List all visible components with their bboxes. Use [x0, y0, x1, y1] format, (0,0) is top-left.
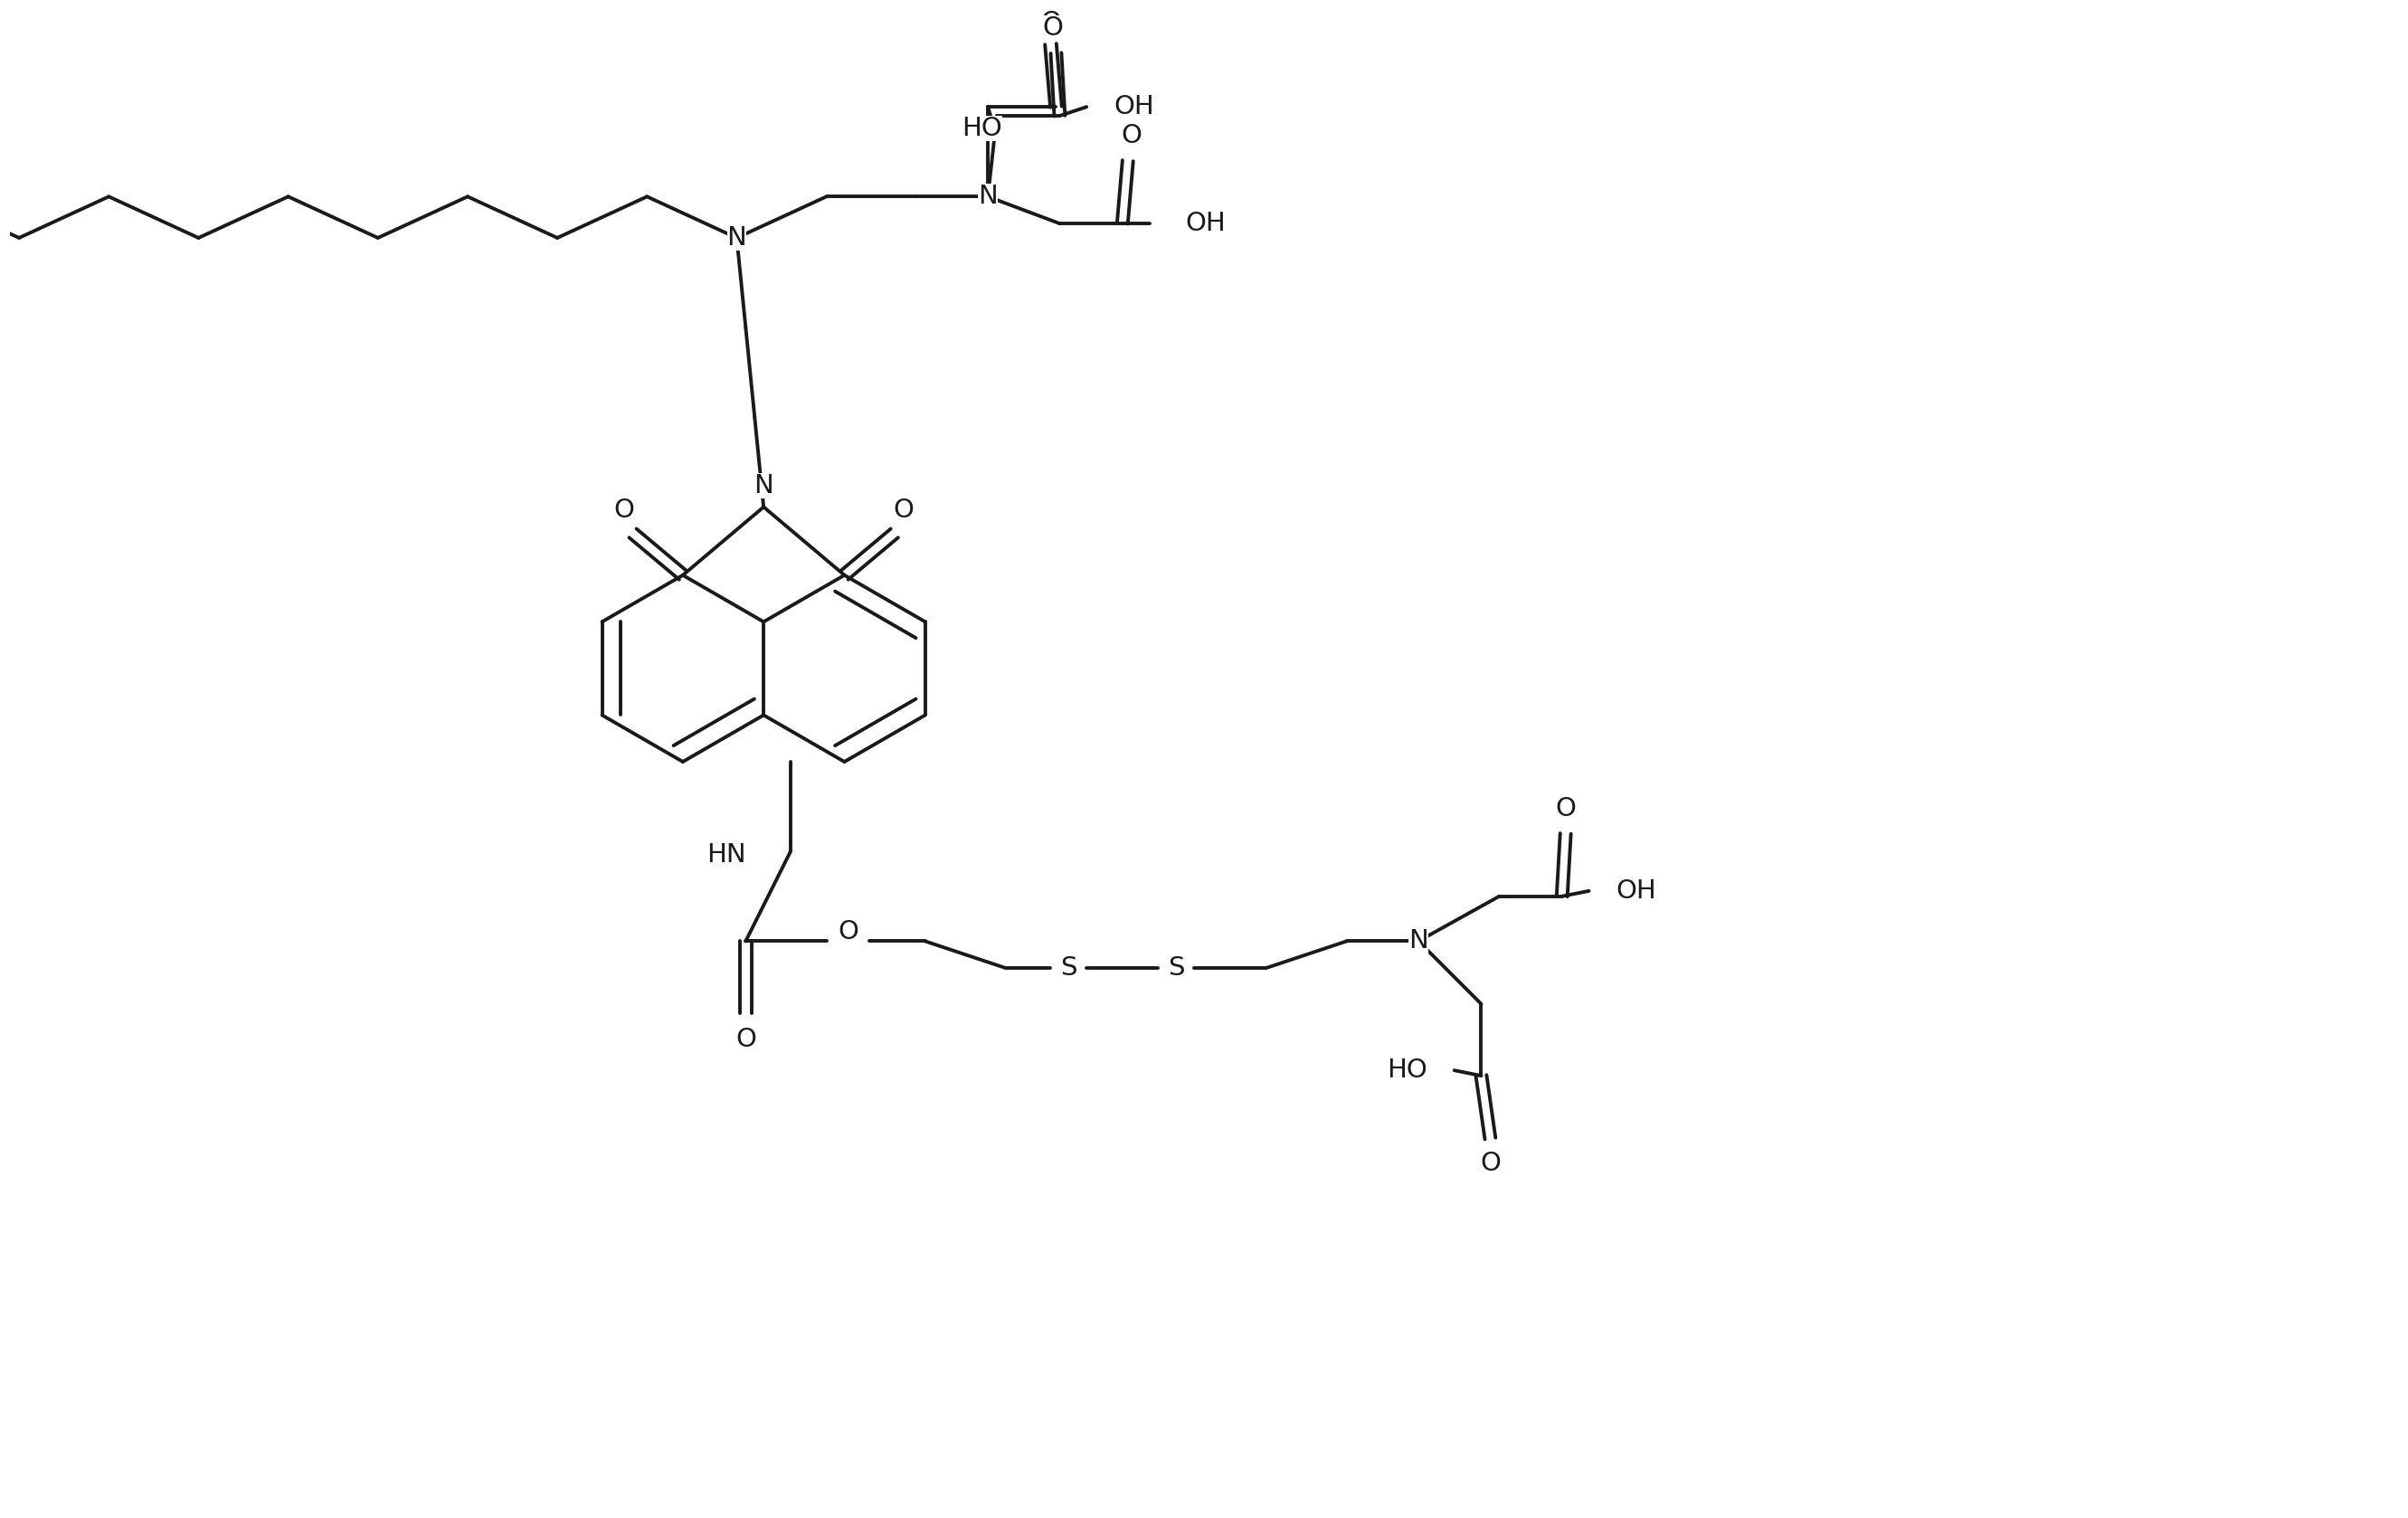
- Text: OH: OH: [1112, 94, 1153, 120]
- Text: S: S: [1060, 955, 1076, 981]
- Text: S: S: [1168, 955, 1185, 981]
- Text: N: N: [978, 184, 997, 209]
- Text: O: O: [734, 1028, 756, 1052]
- Text: O: O: [893, 498, 913, 522]
- Text: O: O: [1040, 11, 1062, 35]
- Text: HN: HN: [706, 842, 746, 868]
- Text: N: N: [727, 225, 746, 250]
- Text: OH: OH: [1616, 879, 1657, 903]
- Text: O: O: [614, 498, 633, 522]
- Text: OH: OH: [1185, 211, 1226, 237]
- Text: O: O: [1481, 1151, 1500, 1176]
- Text: N: N: [1409, 929, 1428, 953]
- Text: HO: HO: [1387, 1058, 1428, 1082]
- Text: HO: HO: [961, 115, 1002, 141]
- Text: O: O: [1122, 123, 1141, 149]
- Text: N: N: [754, 472, 773, 498]
- Text: O: O: [1556, 795, 1575, 821]
- Text: O: O: [838, 920, 857, 944]
- Text: O: O: [1043, 15, 1062, 41]
